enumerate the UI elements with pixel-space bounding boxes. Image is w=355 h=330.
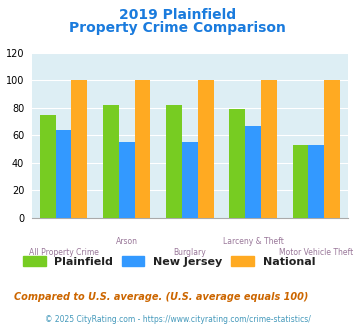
Bar [166, 105, 182, 218]
Text: Motor Vehicle Theft: Motor Vehicle Theft [279, 248, 354, 257]
Bar [40, 115, 56, 218]
Bar [119, 142, 135, 218]
Bar [261, 80, 277, 218]
Text: © 2025 CityRating.com - https://www.cityrating.com/crime-statistics/: © 2025 CityRating.com - https://www.city… [45, 315, 310, 324]
Bar [198, 80, 214, 218]
Bar [182, 142, 198, 218]
Bar [135, 80, 151, 218]
Bar [324, 80, 340, 218]
Text: All Property Crime: All Property Crime [29, 248, 98, 257]
Bar [229, 109, 245, 218]
Bar [103, 105, 119, 218]
Text: 2019 Plainfield: 2019 Plainfield [119, 8, 236, 22]
Text: Burglary: Burglary [174, 248, 206, 257]
Text: Larceny & Theft: Larceny & Theft [223, 237, 284, 246]
Bar [308, 145, 324, 218]
Bar [71, 80, 87, 218]
Text: Compared to U.S. average. (U.S. average equals 100): Compared to U.S. average. (U.S. average … [14, 292, 308, 302]
Bar [293, 145, 308, 218]
Text: Property Crime Comparison: Property Crime Comparison [69, 21, 286, 35]
Text: Arson: Arson [116, 237, 138, 246]
Bar [245, 126, 261, 218]
Bar [56, 130, 71, 218]
Legend: Plainfield, New Jersey, National: Plainfield, New Jersey, National [23, 255, 315, 267]
